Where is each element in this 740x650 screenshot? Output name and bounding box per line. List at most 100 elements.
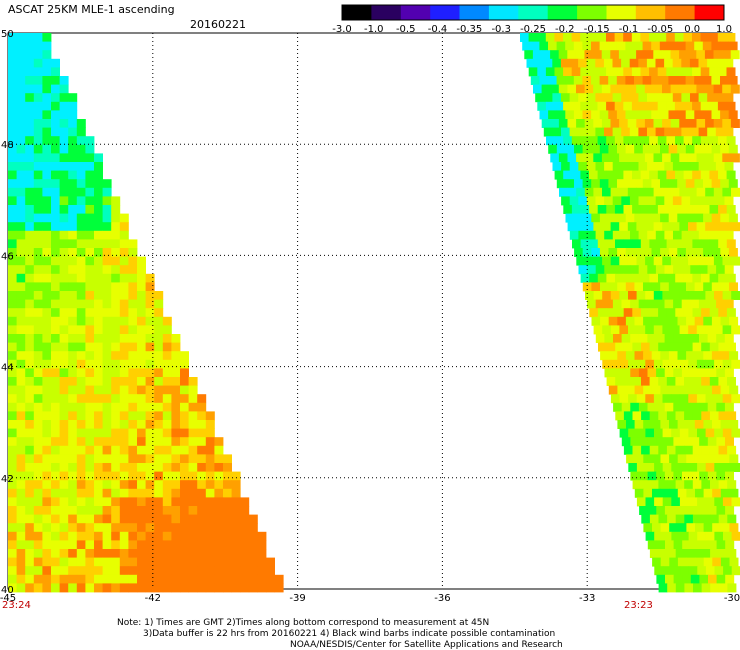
swath-cell (111, 273, 121, 283)
swath-cell (647, 437, 657, 447)
swath-cell (582, 41, 592, 51)
swath-cell (709, 273, 719, 283)
swath-cell (214, 497, 224, 507)
swath-cell (666, 67, 676, 77)
swath-cell (33, 557, 43, 567)
swath-cell (644, 84, 654, 94)
swath-cell (137, 471, 146, 481)
swath-cell (645, 531, 655, 541)
swath-cell (85, 205, 95, 214)
swath-cell (705, 187, 715, 197)
swath-cell (76, 162, 86, 171)
swath-cell (652, 488, 661, 498)
swath-cell (543, 93, 553, 103)
swath-cell (673, 265, 683, 275)
swath-cell (51, 402, 60, 412)
swath-cell (8, 583, 17, 593)
swath-cell (42, 170, 52, 180)
swath-cell (571, 205, 581, 214)
swath-cell (128, 256, 138, 266)
swath-cell (554, 33, 564, 42)
swath-cell (33, 488, 43, 498)
swath-cell (257, 566, 267, 576)
swath-cell (692, 101, 702, 111)
swath-cell (111, 557, 121, 567)
swath-cell (660, 144, 669, 154)
swath-cell (154, 411, 164, 421)
swath-cell (606, 33, 615, 42)
swath-cell (649, 67, 659, 77)
swath-cell (205, 463, 215, 472)
swath-cell (616, 76, 626, 85)
swath-cell (8, 325, 17, 335)
swath-cell (580, 170, 590, 180)
swath-cell (683, 308, 693, 318)
note-line-1: Note: 1) Times are GMT 2)Times along bot… (117, 618, 489, 628)
swath-cell (683, 101, 693, 111)
swath-cell (188, 377, 198, 386)
swath-cell (94, 273, 103, 283)
swath-cell (711, 213, 721, 223)
swath-cell (162, 566, 172, 576)
swath-cell (145, 549, 155, 558)
swath-cell (8, 282, 17, 292)
swath-cell (188, 488, 198, 498)
swath-cell (711, 248, 721, 257)
swath-cell (709, 308, 719, 318)
swath-cell (656, 574, 666, 584)
swath-cell (630, 402, 640, 412)
swath-cell (671, 566, 681, 576)
swath-cell (686, 454, 696, 464)
swath-cell (617, 351, 627, 361)
right-swath (520, 33, 740, 593)
swath-cell (599, 248, 609, 257)
swath-cell (154, 394, 164, 404)
swath-cell (593, 84, 603, 94)
swath-cell (33, 549, 43, 558)
swath-cell (171, 402, 181, 412)
swath-cell (42, 162, 52, 171)
swath-cell (42, 256, 52, 266)
swath-cell (720, 523, 730, 533)
swath-cell (16, 325, 26, 335)
swath-cell (730, 153, 740, 163)
swath-cell (231, 497, 241, 507)
swath-cell (42, 506, 52, 515)
swath-cell (16, 33, 26, 42)
swath-cell (16, 196, 26, 206)
swath-cell (619, 291, 629, 300)
swath-cell (638, 162, 648, 171)
swath-cell (16, 368, 26, 378)
swath-cell (111, 463, 121, 472)
right-time-label: 23:23 (624, 600, 653, 611)
swath-cell (651, 420, 661, 429)
swath-cell (154, 351, 164, 361)
swath-cell (59, 574, 69, 584)
swath-cell (76, 351, 86, 361)
swath-cell (171, 454, 181, 464)
swath-cell (214, 454, 224, 464)
swath-cell (171, 480, 181, 490)
swath-cell (722, 463, 732, 472)
swath-cell (68, 557, 78, 567)
swath-cell (205, 445, 215, 455)
swath-cell (548, 76, 557, 85)
swath-cell (111, 222, 121, 232)
swath-cell (724, 368, 734, 378)
swath-cell (680, 531, 689, 541)
swath-cell (673, 299, 683, 309)
swath-cell (94, 566, 103, 576)
swath-cell (714, 291, 723, 300)
swath-cell (602, 291, 612, 300)
swath-cell (154, 557, 164, 567)
swath-cell (608, 76, 618, 85)
swath-cell (608, 248, 618, 257)
swath-cell (668, 76, 678, 85)
swath-cell (76, 179, 86, 189)
swath-cell (703, 248, 713, 257)
swath-cell (8, 514, 17, 524)
swath-cell (610, 359, 620, 369)
swath-cell (119, 239, 129, 249)
swath-cell (162, 549, 172, 558)
swath-cell (162, 540, 172, 550)
